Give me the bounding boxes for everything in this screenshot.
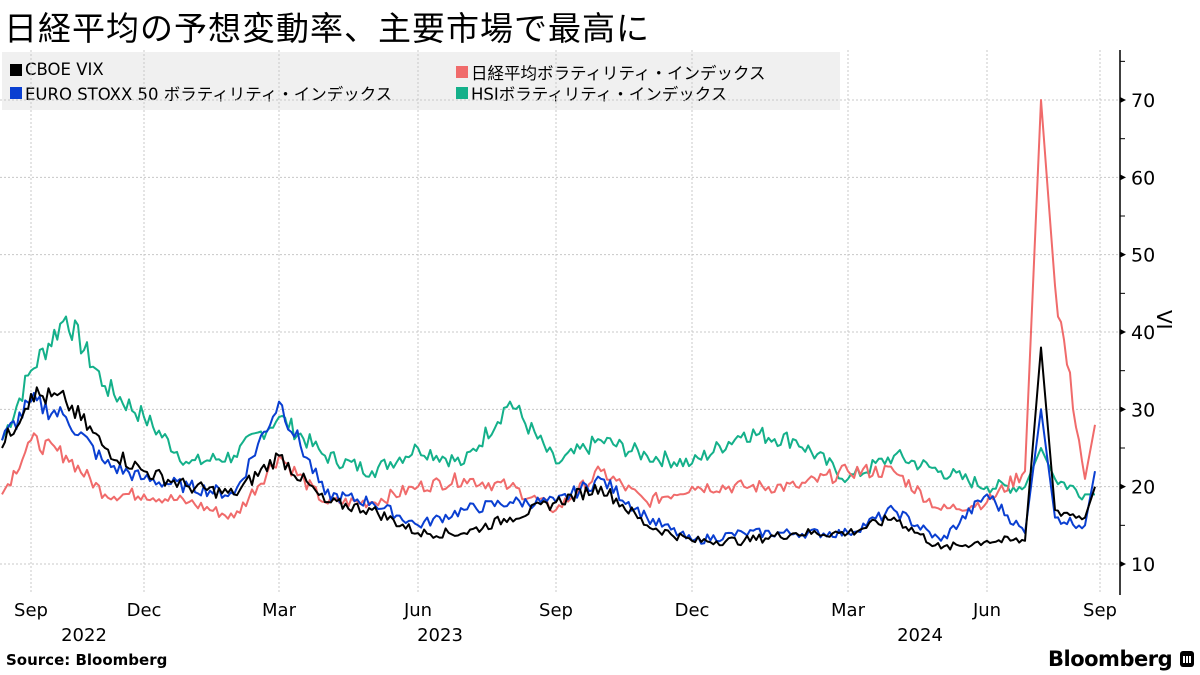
- legend-item-hsi: HSIボラティリティ・インデックス: [456, 81, 727, 105]
- brand-text: Bloomberg: [1048, 647, 1173, 671]
- series-line: [1, 99, 1096, 520]
- x-year-label: 2024: [897, 625, 943, 646]
- x-tick-label: Sep: [539, 600, 573, 621]
- x-tick-label: Mar: [262, 600, 297, 621]
- y-tick-label: 10: [1131, 554, 1155, 576]
- x-tick-label: Jun: [403, 600, 432, 621]
- legend-label-eurostoxx: EURO STOXX 50 ボラティリティ・インデックス: [25, 85, 393, 104]
- x-year-label: 2022: [61, 625, 107, 646]
- x-tick-label: Jun: [972, 600, 1001, 621]
- series-lines: [1, 99, 1096, 551]
- chart-title: 日経平均の予想変動率、主要市場で最高に: [4, 9, 650, 48]
- y-tick-label: 60: [1131, 167, 1155, 189]
- x-tick-label: Sep: [1083, 600, 1117, 621]
- y-tick-label: 20: [1131, 477, 1155, 499]
- y-tick-label: 50: [1131, 245, 1155, 267]
- y-axis: 10 20 30 40 50 60 70: [1119, 50, 1155, 595]
- y-tick-label: 40: [1131, 322, 1155, 344]
- series-line: [1, 346, 1096, 551]
- y-tick-label: 70: [1131, 90, 1155, 112]
- legend-swatch-vix: [10, 63, 22, 76]
- x-axis: Sep Dec Mar Jun Sep Dec Mar Jun Sep 2022 2023 2024: [14, 600, 1117, 646]
- bloomberg-logo: Bloomberg: [1048, 647, 1195, 671]
- series-line: [1, 391, 1096, 545]
- legend-swatch-nikkei: [456, 66, 468, 78]
- x-tick-label: Dec: [127, 600, 162, 621]
- y-tick-label: 30: [1131, 399, 1155, 421]
- legend-label-vix: CBOE VIX: [25, 60, 104, 79]
- y-axis-label: VI: [1152, 310, 1176, 330]
- source-note: Source: Bloomberg: [6, 651, 168, 669]
- x-tick-label: Dec: [675, 600, 710, 621]
- series-line: [1, 315, 1095, 501]
- legend-label-hsi: HSIボラティリティ・インデックス: [471, 85, 728, 104]
- legend-item-vix: CBOE VIX: [10, 60, 104, 79]
- legend-item-eurostoxx: EURO STOXX 50 ボラティリティ・インデックス: [10, 81, 392, 105]
- x-year-label: 2023: [417, 625, 463, 646]
- x-tick-label: Mar: [831, 600, 866, 621]
- gridlines: [0, 50, 1120, 593]
- legend-swatch-hsi: [456, 87, 468, 99]
- bloomberg-chart-icon: [1180, 651, 1195, 667]
- legend-swatch-eurostoxx: [10, 87, 22, 99]
- x-tick-label: Sep: [14, 600, 48, 621]
